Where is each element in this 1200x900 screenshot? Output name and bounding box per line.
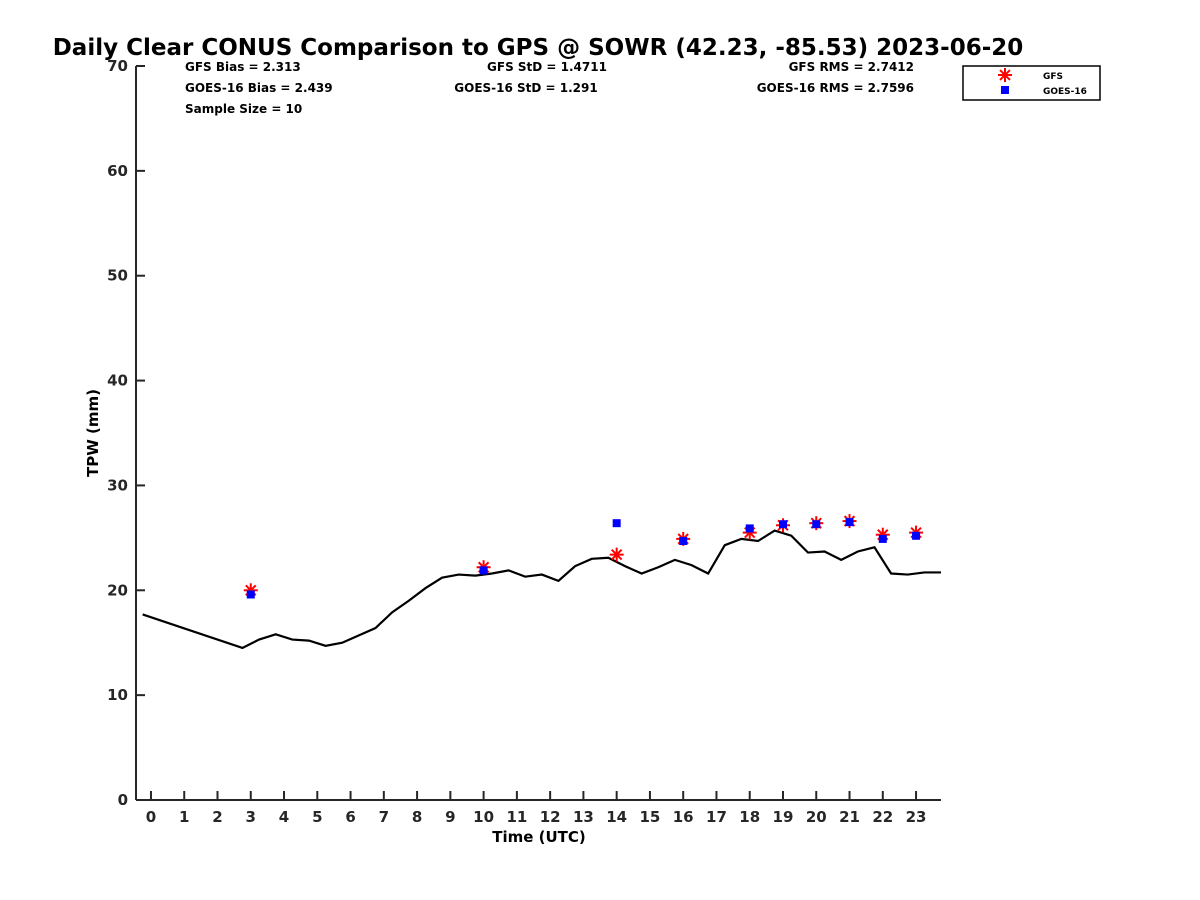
y-tick-label: 20 xyxy=(107,581,128,599)
x-tick-label: 11 xyxy=(506,808,527,826)
x-tick-label: 14 xyxy=(606,808,627,826)
x-tick-label: 12 xyxy=(540,808,561,826)
legend: GFS GOES-16 xyxy=(962,65,1101,101)
x-tick-label: 2 xyxy=(212,808,222,826)
y-tick-label: 30 xyxy=(107,476,128,494)
x-tick-label: 0 xyxy=(146,808,156,826)
legend-box xyxy=(962,65,1101,101)
axes xyxy=(135,65,941,801)
gfs-point xyxy=(609,547,624,562)
x-tick-label: 7 xyxy=(379,808,389,826)
goes-point xyxy=(912,531,921,540)
x-tick-label: 18 xyxy=(739,808,760,826)
x-tick-label: 13 xyxy=(573,808,594,826)
goes-point xyxy=(878,534,887,543)
goes-point xyxy=(778,520,787,529)
goes-point xyxy=(812,520,821,529)
y-tick-label: 40 xyxy=(107,372,128,390)
stat-goes-rms: GOES-16 RMS = 2.7596 xyxy=(757,81,914,95)
x-tick-label: 20 xyxy=(806,808,827,826)
x-tick-label: 3 xyxy=(246,808,256,826)
x-tick-label: 6 xyxy=(345,808,355,826)
x-tick-label: 10 xyxy=(473,808,494,826)
stat-sample-size: Sample Size = 10 xyxy=(185,102,302,116)
goes-point xyxy=(479,566,488,575)
y-tick-label: 50 xyxy=(107,267,128,285)
x-tick-label: 4 xyxy=(279,808,289,826)
y-tick-label: 10 xyxy=(107,686,128,704)
x-tick-label: 9 xyxy=(445,808,455,826)
gps-line xyxy=(142,529,941,650)
chart-title: Daily Clear CONUS Comparison to GPS @ SO… xyxy=(53,35,1024,61)
x-tick-label: 5 xyxy=(312,808,322,826)
goes-point xyxy=(679,537,688,546)
stat-gfs-bias: GFS Bias = 2.313 xyxy=(185,60,301,74)
x-tick-label: 17 xyxy=(706,808,727,826)
plot-area xyxy=(142,514,941,650)
x-tick-label: 19 xyxy=(773,808,794,826)
x-axis-label: Time (UTC) xyxy=(492,828,586,846)
x-tick-label: 23 xyxy=(906,808,927,826)
stat-goes-std: GOES-16 StD = 1.291 xyxy=(454,81,597,95)
goes-point xyxy=(845,518,854,527)
x-tick-label: 16 xyxy=(673,808,694,826)
x-tick-label: 8 xyxy=(412,808,422,826)
y-tick-label: 70 xyxy=(107,57,128,75)
y-tick-label: 60 xyxy=(107,162,128,180)
legend-gfs-asterisk xyxy=(998,68,1012,82)
x-tick-label: 22 xyxy=(872,808,893,826)
legend-goes-square-icon xyxy=(1001,86,1009,94)
x-tick-label: 21 xyxy=(839,808,860,826)
legend-gfs-asterisk-icon xyxy=(998,68,1012,82)
legend-gfs-label: GFS xyxy=(1043,72,1063,82)
goes-point xyxy=(246,590,255,599)
stat-gfs-rms: GFS RMS = 2.7412 xyxy=(789,60,914,74)
y-tick-label: 0 xyxy=(118,791,128,809)
goes-point xyxy=(612,519,621,528)
x-tick-label: 15 xyxy=(639,808,660,826)
x-tick-label: 1 xyxy=(179,808,189,826)
legend-goes-label: GOES-16 xyxy=(1043,87,1087,97)
stat-gfs-std: GFS StD = 1.4711 xyxy=(487,60,607,74)
stat-goes-bias: GOES-16 Bias = 2.439 xyxy=(185,81,333,95)
goes-point xyxy=(745,524,754,533)
y-axis-label: TPW (mm) xyxy=(84,389,102,477)
